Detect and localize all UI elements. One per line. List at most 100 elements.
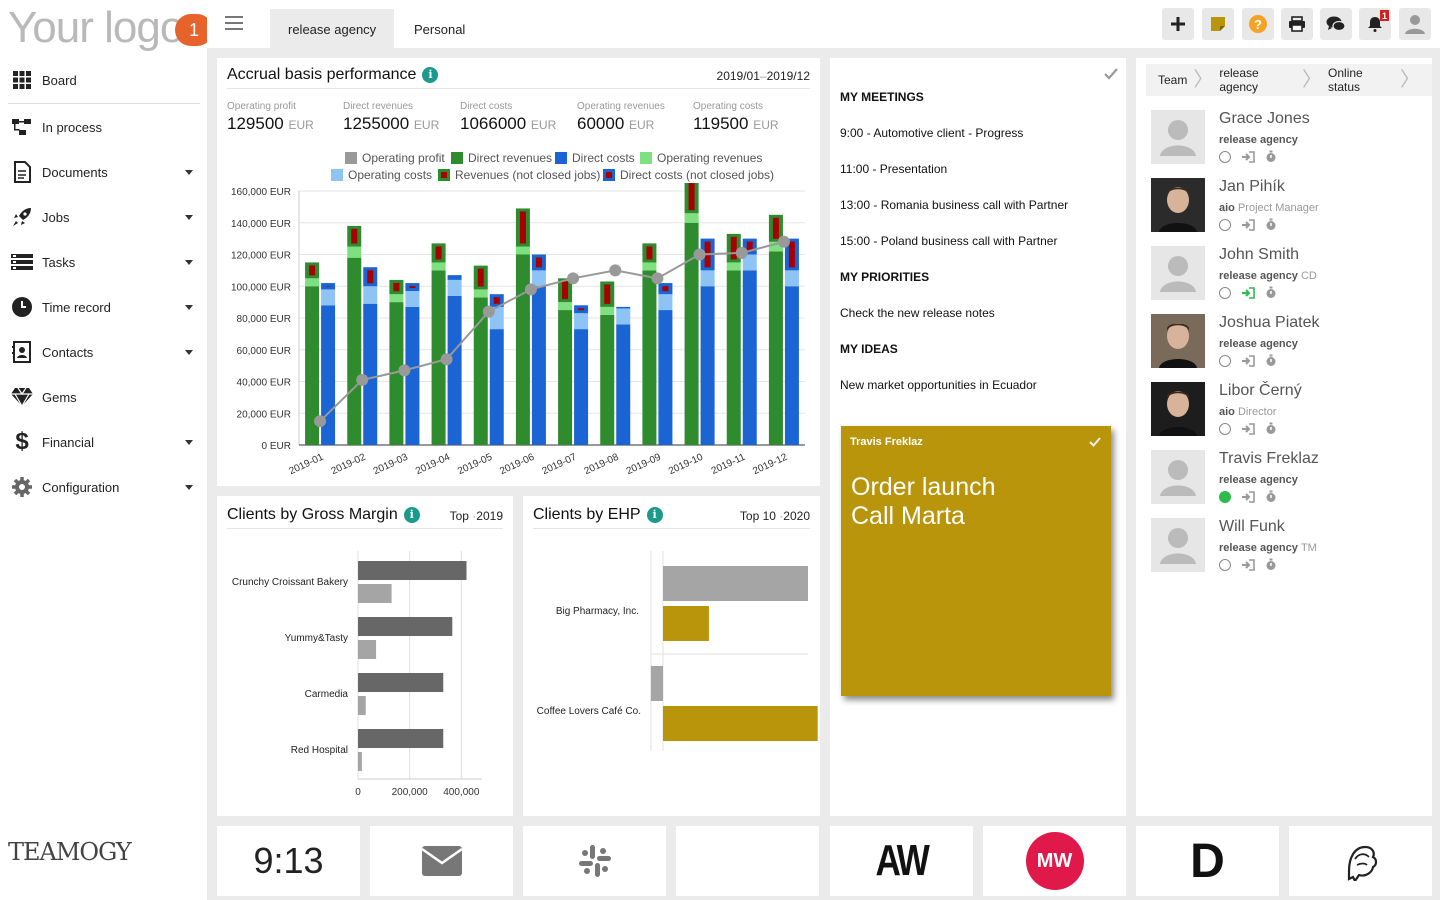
legend-operating-costs[interactable]: Operating costs xyxy=(331,168,432,182)
sidebar-item-in-process[interactable]: In process xyxy=(0,107,207,147)
bar-operating-revenues[interactable] xyxy=(600,306,615,315)
bar-operating-revenues[interactable] xyxy=(768,241,783,252)
bar-operating-costs[interactable] xyxy=(531,270,546,287)
point-operating-profit[interactable] xyxy=(398,364,411,377)
bar-primary[interactable] xyxy=(358,673,444,692)
bar-direct-costs[interactable] xyxy=(447,295,462,445)
info-icon[interactable]: i xyxy=(403,506,420,523)
chevron-down-icon[interactable] xyxy=(185,439,193,445)
tab-release-agency[interactable]: release agency xyxy=(270,9,395,49)
point-operating-profit[interactable] xyxy=(777,235,790,248)
bar-operating-costs[interactable] xyxy=(784,270,799,287)
bar-operating-costs[interactable] xyxy=(700,270,715,287)
legend-operating-revenues[interactable]: Operating revenues xyxy=(640,151,762,165)
point-operating-profit[interactable] xyxy=(567,272,580,285)
person-card[interactable]: Travis Freklaz release agency xyxy=(1151,450,1431,510)
chevron-down-icon[interactable] xyxy=(185,304,193,310)
bar-operating-revenues[interactable] xyxy=(305,278,320,287)
breadcrumb-online-status[interactable]: Online status xyxy=(1328,66,1363,94)
bar-operating-costs[interactable] xyxy=(574,313,589,330)
bar-operating-costs[interactable] xyxy=(405,291,420,307)
sidebar-item-contacts[interactable]: Contacts xyxy=(0,332,207,372)
sidebar-item-configuration[interactable]: Configuration xyxy=(0,467,207,507)
bar-operating-revenues[interactable] xyxy=(684,213,699,223)
chevron-down-icon[interactable] xyxy=(185,169,193,175)
sticky-note-button[interactable] xyxy=(1202,8,1234,40)
chevron-down-icon[interactable] xyxy=(185,484,193,490)
bar-secondary[interactable] xyxy=(358,584,392,603)
bar-primary[interactable] xyxy=(358,729,444,748)
bar-direct-revenues[interactable] xyxy=(347,257,362,445)
bar-direct-revenues[interactable] xyxy=(431,270,446,445)
email-tile[interactable] xyxy=(370,826,513,896)
bar-direct-costs[interactable] xyxy=(700,286,715,445)
bar-operating-costs[interactable] xyxy=(321,289,336,306)
chat-button[interactable] xyxy=(1320,8,1352,40)
chevron-down-icon[interactable] xyxy=(185,214,193,220)
legend-direct-revenues[interactable]: Direct revenues xyxy=(451,151,552,165)
point-operating-profit[interactable] xyxy=(314,415,327,428)
sticky-note[interactable]: Travis Freklaz Order launch Call Marta xyxy=(841,426,1111,696)
bar-operating-costs[interactable] xyxy=(658,294,673,311)
bar-direct-costs[interactable] xyxy=(574,329,589,445)
bar-direct-costs[interactable] xyxy=(489,329,504,445)
period-selector[interactable]: 2019/01–2019/12 xyxy=(717,69,810,83)
filter-selector[interactable]: Top ·2019 xyxy=(449,509,503,523)
user-avatar-button[interactable] xyxy=(1399,8,1431,40)
bar-direct-revenues[interactable] xyxy=(389,302,404,445)
sidebar-item-time-record[interactable]: Time record xyxy=(0,287,207,327)
bar-operating-revenues[interactable] xyxy=(642,262,657,271)
bar-direct-revenues[interactable] xyxy=(473,297,488,445)
check-icon[interactable] xyxy=(1104,68,1118,80)
print-button[interactable] xyxy=(1281,8,1313,40)
logo[interactable]: Your logo 1 xyxy=(8,2,213,52)
filter-selector[interactable]: Top 10 ·2020 xyxy=(739,509,810,523)
add-button[interactable] xyxy=(1162,8,1194,40)
info-icon[interactable]: i xyxy=(646,506,663,523)
bar-direct-revenues[interactable] xyxy=(642,270,657,445)
legend-direct-costs-not-closed[interactable]: Direct costs (not closed jobs) xyxy=(603,168,774,182)
bar-direct-revenues[interactable] xyxy=(768,251,783,445)
check-icon[interactable] xyxy=(1089,437,1101,447)
slack-tile[interactable] xyxy=(523,826,666,896)
person-card[interactable]: Jan Pihík aio Project Manager xyxy=(1151,178,1431,238)
chevron-down-icon[interactable] xyxy=(185,259,193,265)
bar-operating-costs[interactable] xyxy=(363,286,378,304)
sidebar-item-tasks[interactable]: Tasks xyxy=(0,242,207,282)
bar-operating-costs[interactable] xyxy=(742,254,757,271)
bar-direct-revenues[interactable] xyxy=(600,314,615,445)
bar-direct-revenues[interactable] xyxy=(558,310,573,445)
info-icon[interactable]: i xyxy=(422,66,439,83)
bar-operating-revenues[interactable] xyxy=(515,246,530,255)
bar-direct-revenues[interactable] xyxy=(305,286,320,445)
point-operating-profit[interactable] xyxy=(482,305,495,318)
bar-secondary[interactable] xyxy=(663,606,709,641)
bar-direct-costs[interactable] xyxy=(405,306,420,445)
bar-primary[interactable] xyxy=(663,566,808,601)
bar-secondary[interactable] xyxy=(358,640,377,659)
bar-direct-costs[interactable] xyxy=(531,286,546,445)
point-operating-profit[interactable] xyxy=(440,353,453,366)
bar-primary[interactable] xyxy=(650,666,663,701)
bar-direct-costs-not-closed-jobs-[interactable] xyxy=(447,275,462,280)
point-operating-profit[interactable] xyxy=(651,272,664,285)
point-operating-profit[interactable] xyxy=(356,373,369,386)
bar-primary[interactable] xyxy=(358,617,453,636)
help-button[interactable]: ? xyxy=(1242,8,1274,40)
bar-secondary[interactable] xyxy=(358,696,366,715)
bar-primary[interactable] xyxy=(358,561,467,580)
sidebar-item-board[interactable]: Board xyxy=(0,60,207,100)
legend-direct-costs[interactable]: Direct costs xyxy=(555,151,635,165)
person-card[interactable]: Libor Černý aio Director xyxy=(1151,382,1431,442)
bar-direct-costs[interactable] xyxy=(742,270,757,445)
bar-direct-revenues[interactable] xyxy=(726,270,741,445)
bar-direct-costs-not-closed-jobs-[interactable] xyxy=(616,306,631,309)
person-card[interactable]: John Smith release agency CD xyxy=(1151,246,1431,306)
mw-tile[interactable]: MW xyxy=(983,826,1126,896)
breadcrumb-team[interactable]: Team xyxy=(1158,73,1188,87)
chevron-down-icon[interactable] xyxy=(185,349,193,355)
bar-operating-revenues[interactable] xyxy=(726,262,741,271)
tab-personal[interactable]: Personal xyxy=(414,21,466,37)
lion-tile[interactable] xyxy=(1289,826,1432,896)
bar-operating-revenues[interactable] xyxy=(473,289,488,298)
